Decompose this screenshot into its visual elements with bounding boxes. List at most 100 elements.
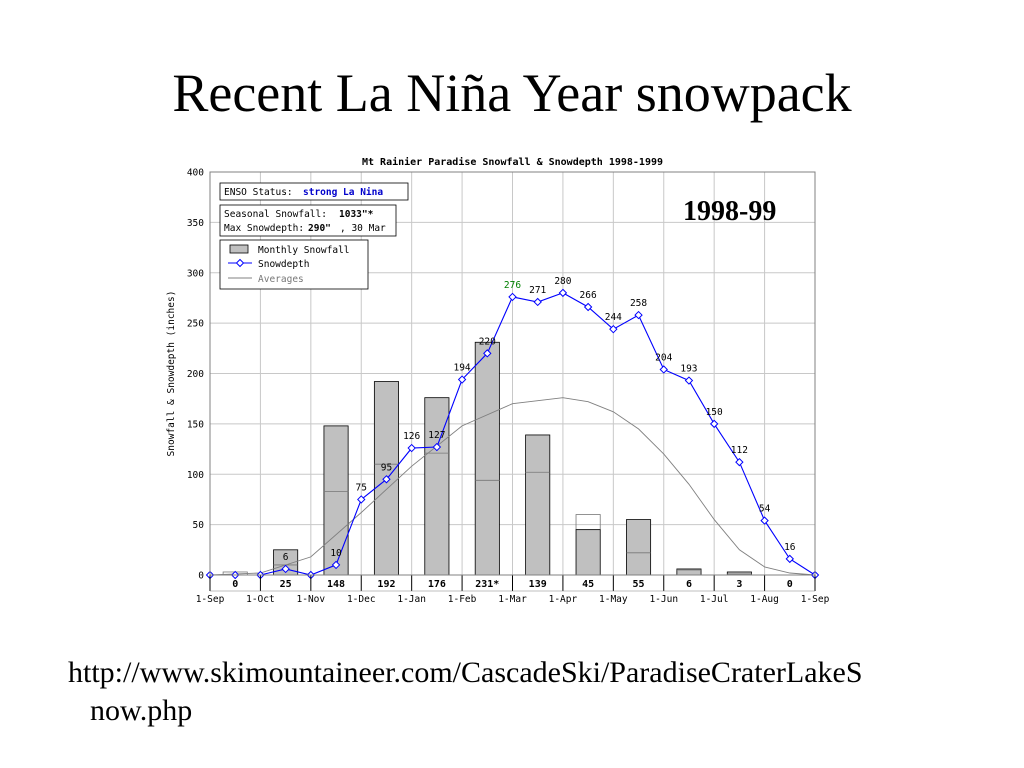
seasonal-snowfall-label: Seasonal Snowfall: [224,209,327,220]
snowdepth-value-label: 271 [529,285,546,296]
legend-avg-label: Averages [258,274,304,285]
snowfall-bar [474,341,500,576]
snowdepth-value-label: 266 [580,290,597,301]
snowfall-bar [323,425,349,576]
source-url-line1: http://www.skimountaineer.com/CascadeSki… [68,656,863,689]
snowdepth-point [558,288,568,298]
snowfall-bar [424,397,450,576]
snowdepth-point [684,376,694,385]
monthly-total-label: 192 [377,579,395,590]
monthly-total-label: 0 [787,579,793,590]
snowdepth-point [508,292,517,302]
snowdepth-point [785,554,794,564]
snowdepth-value-label: 244 [605,312,622,323]
legend-line-marker [235,258,245,268]
snowfall-bar [575,529,601,576]
enso-box [219,182,409,201]
snowdepth-point [483,349,492,358]
snowdepth-value-label: 126 [403,431,420,442]
plot-border [209,171,816,576]
snowdepth-value-label: 258 [630,298,647,309]
snowdepth-value-label: 193 [680,364,697,375]
x-tick-label: 1-Jul [700,594,729,605]
snowdepth-line-layer: 6 10 75 95 126 127 194 220 276 271 280 266 244 258 204… [205,276,820,580]
snowdepth-value-label: 6 [283,552,289,563]
snowdepth-value-label: 204 [655,352,672,363]
chart-svg: 6 10 75 95 126 127 194 220 276 271 280 266 244 258 204… [166,156,830,605]
seasonal-snowfall-value: 1033"* [339,209,374,220]
monthly-total-label: 45 [582,579,594,590]
snowdepth-point [583,302,593,312]
snowdepth-value-label: 54 [759,504,771,515]
snowdepth-point [382,475,391,484]
snowdepth-value-label: 112 [731,445,748,456]
snowdepth-value-label: 16 [784,542,796,553]
snowdepth-point [634,310,643,320]
snowdepth-value-label: 95 [381,462,392,473]
slide-title: Recent La Niña Year snowpack [172,63,852,123]
monthly-total-label: 231* [475,579,499,590]
y-tick-label: 400 [187,168,204,179]
snowfall-bar [525,434,551,576]
x-tick-label: 1-Jun [649,594,678,605]
season-stats-box [219,204,397,237]
x-tick-label: 1-Feb [448,594,477,605]
x-tick-label: 1-Sep [196,594,225,605]
monthly-total-label: 55 [633,579,645,590]
monthly-total-label: 148 [327,579,345,590]
x-tick-label: 1-Oct [246,594,275,605]
source-url[interactable]: http://www.skimountaineer.com/CascadeSki… [68,654,998,730]
enso-label: ENSO Status: [224,187,293,198]
x-tick-label: 1-Apr [549,594,578,605]
snowdepth-point [709,419,719,429]
legend-bar-swatch [229,244,249,254]
snowdepth-point [331,560,341,570]
chart-title: Mt Rainier Paradise Snowfall & Snowdepth… [362,156,663,168]
y-tick-label: 150 [187,419,204,430]
max-depth-value: 290" [308,223,331,234]
monthly-total-label: 6 [686,579,692,590]
monthly-total-label: 139 [529,579,547,590]
snowdepth-point [432,442,442,452]
snowdepth-point [533,297,542,307]
y-tick-label: 0 [198,571,204,582]
source-url-line2: now.php [90,694,193,727]
legend-line-label: Snowdepth [258,259,309,270]
y-tick-label: 200 [187,369,204,380]
y-tick-label: 300 [187,268,204,279]
snowfall-chart: 6 10 75 95 126 127 194 220 276 271 280 266 244 258 204… [160,152,840,612]
snowdepth-value-label: 220 [479,336,496,347]
snowdepth-point [735,457,744,467]
y-tick-label: 50 [193,520,205,531]
legend-bars-label: Monthly Snowfall [258,245,350,256]
snowdepth-value-label: 276 [504,280,521,291]
x-tick-label: 1-May [599,594,628,605]
snowfall-bar [626,519,652,576]
x-tick-label: 1-Aug [750,594,779,605]
enso-value: strong La Nina [303,187,383,198]
x-tick-label: 1-Dec [347,594,376,605]
monthly-total-label: 0 [232,579,238,590]
max-depth-label: Max Snowdepth: [224,223,304,234]
y-tick-label: 350 [187,218,204,229]
x-tick-label: 1-Nov [297,594,326,605]
x-tick-label: 1-Mar [498,594,527,605]
y-tick-label: 100 [187,470,204,481]
snowdepth-value-label: 10 [330,548,342,559]
snowdepth-value-label: 127 [428,430,445,441]
monthly-total-label: 176 [428,579,446,590]
snowdepth-point [357,495,366,504]
legend-layer: ENSO Status: strong La Nina Seasonal Snowf… [219,182,409,290]
snowdepth-point [760,516,769,525]
snowdepth-point [457,375,467,384]
snowdepth-point [659,365,668,374]
x-tick-label: 1-Sep [801,594,830,605]
y-axis-label: Snowfall & Snowdepth (inches) [166,291,177,457]
snowdepth-point [407,443,416,453]
monthly-total-label: 3 [736,579,742,590]
snowdepth-value-label: 280 [554,276,571,287]
snowdepth-point [281,564,290,574]
monthly-total-label: 25 [280,579,292,590]
x-tick-label: 1-Jan [397,594,426,605]
